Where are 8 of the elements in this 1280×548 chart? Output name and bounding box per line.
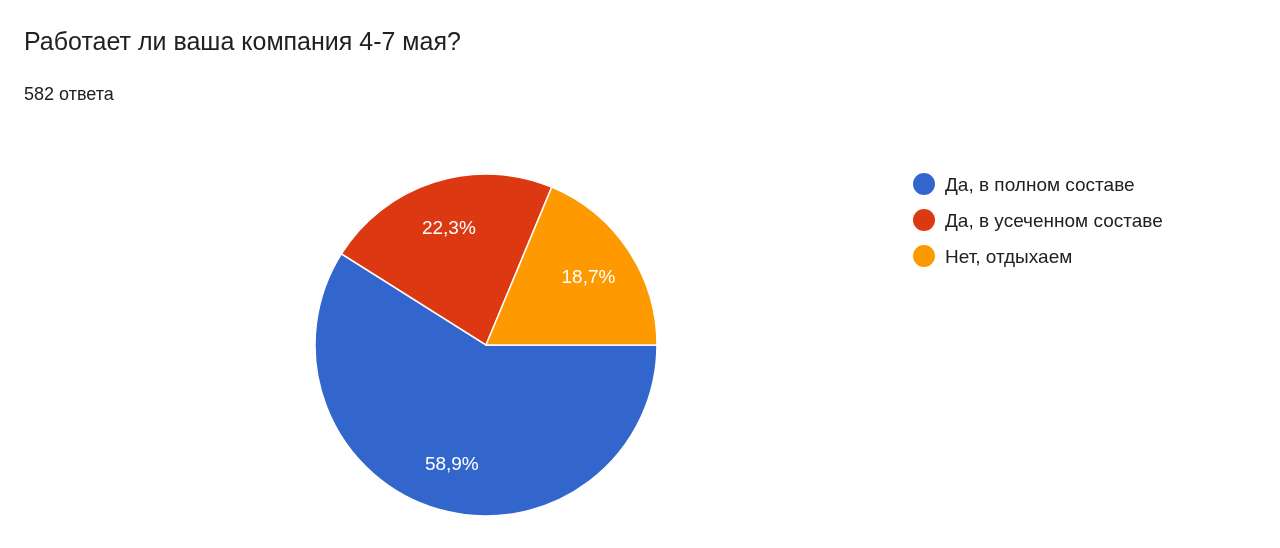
chart-title: Работает ли ваша компания 4-7 мая? (24, 27, 461, 55)
legend-label: Да, в полном составе (945, 173, 1135, 195)
legend-label: Нет, отдыхаем (945, 245, 1073, 267)
text: 582 ответа (24, 84, 115, 104)
legend-label: Да, в усеченном составе (945, 209, 1163, 231)
data-label: 18,7% (561, 266, 616, 288)
data-label: 22,3% (421, 217, 476, 239)
data-label: 58,9% (424, 452, 479, 474)
